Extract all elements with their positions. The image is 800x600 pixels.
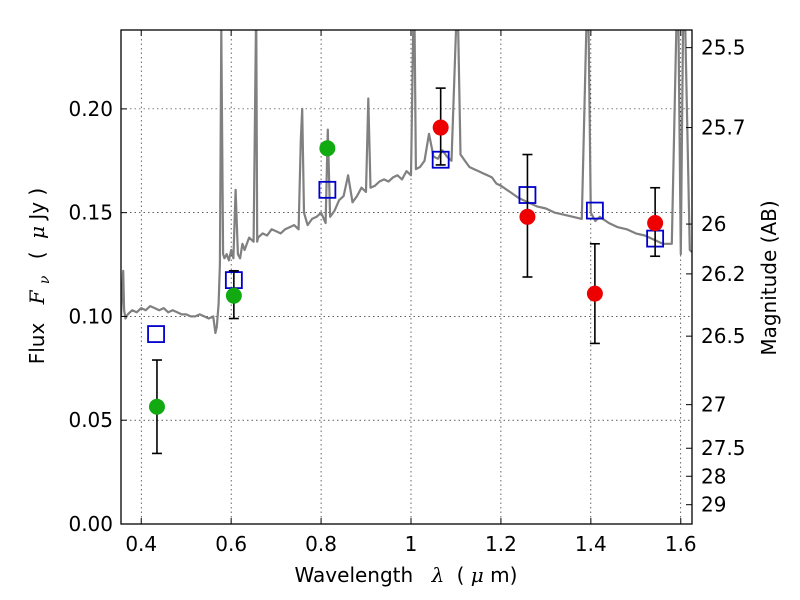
magnitude-tick-label: 26.5 xyxy=(701,324,746,348)
magnitude-tick-label: 29 xyxy=(701,493,726,517)
x-axis-unit-rest: m) xyxy=(490,563,517,587)
magnitude-axis-title: Magnitude (AB) xyxy=(757,200,781,355)
magnitude-tick-label: 25.7 xyxy=(701,116,746,140)
y-axis-title: Flux F ν ( μ Jy ) xyxy=(25,188,54,365)
y-axis-symbol: F xyxy=(25,289,49,305)
x-tick-label: 1 xyxy=(405,532,418,556)
x-axis-title-text: Wavelength xyxy=(295,563,414,587)
grid-lines xyxy=(121,30,692,524)
y-tick-label: 0.10 xyxy=(68,304,113,328)
red-data-point xyxy=(432,119,449,136)
magnitude-tick-label: 26.2 xyxy=(701,262,746,286)
magnitude-tick-label: 26 xyxy=(701,212,726,236)
y-axis-unit-mu: μ xyxy=(25,226,49,239)
x-axis-unit-mu: μ xyxy=(471,563,484,587)
data-points-layer xyxy=(147,87,665,455)
x-tick-label: 1.6 xyxy=(665,532,697,556)
magnitude-tick-label: 27.5 xyxy=(701,436,746,460)
x-tick-label: 0.8 xyxy=(305,532,337,556)
model-spectrum-line xyxy=(121,30,692,335)
y-tick-label: 0.20 xyxy=(68,97,113,121)
y-axis-title-text: Flux xyxy=(25,323,49,365)
x-tick-label: 0.4 xyxy=(125,532,157,556)
x-tick-label: 1.4 xyxy=(575,532,607,556)
y-tick-label: 0.15 xyxy=(68,201,113,225)
axis-ticks-layer: 0.4 0.6 0.8 1 1.2 1.4 1.6 0.00 0.05 0.10 0.15 0.20 2… xyxy=(68,30,746,556)
magnitude-tick-label: 25.5 xyxy=(701,36,746,60)
x-tick-label: 0.6 xyxy=(215,532,247,556)
green-data-point xyxy=(319,140,336,157)
y-axis-unit-rest: Jy ) xyxy=(25,188,49,222)
x-axis-unit-open: ( xyxy=(457,563,465,587)
plot-frame xyxy=(120,29,693,525)
model-photometry-square xyxy=(585,201,604,220)
x-axis-symbol: λ xyxy=(431,563,445,587)
magnitude-tick-label: 28 xyxy=(701,464,726,488)
y-axis-subscript: ν xyxy=(37,275,53,284)
y-axis-unit-open: ( xyxy=(25,251,49,259)
model-spectrum-layer xyxy=(121,30,692,335)
magnitude-tick-label: 27 xyxy=(701,393,726,417)
red-data-point xyxy=(519,208,536,225)
y-tick-label: 0.00 xyxy=(68,512,113,536)
y-tick-label: 0.05 xyxy=(68,408,113,432)
model-photometry-square xyxy=(318,180,337,199)
red-data-point xyxy=(647,215,664,232)
green-data-point xyxy=(148,398,165,415)
x-tick-label: 1.2 xyxy=(485,532,517,556)
x-axis-title: Wavelength λ ( μ m) xyxy=(295,563,518,587)
model-photometry-square xyxy=(147,325,165,343)
green-data-point xyxy=(225,287,242,304)
red-data-point xyxy=(586,285,603,302)
